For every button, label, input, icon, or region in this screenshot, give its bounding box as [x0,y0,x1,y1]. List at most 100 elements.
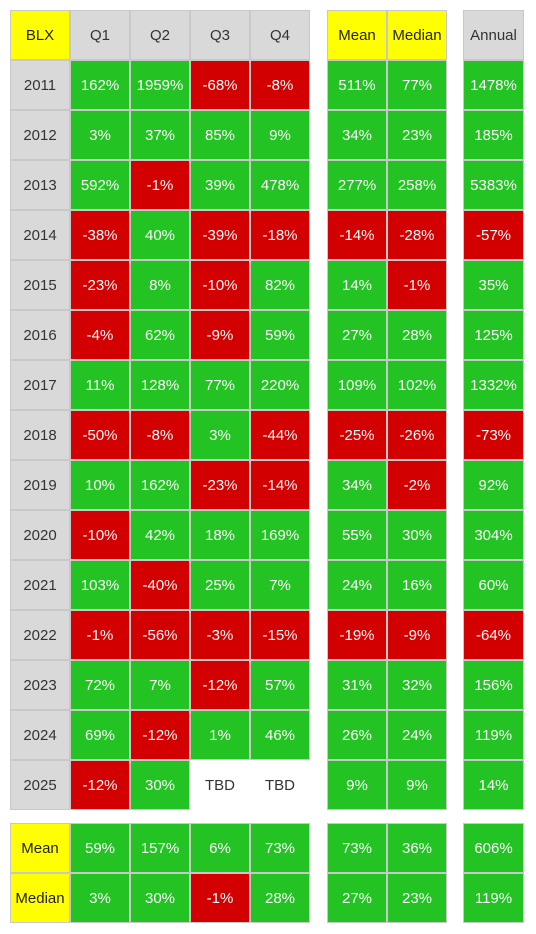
quarter-return-cell: 592% [70,160,130,210]
summary-annual-cell: 606% [463,823,524,873]
quarter-return-cell: 7% [130,660,190,710]
quarter-return-cell: -50% [70,410,130,460]
summary-quarter-cell: -1% [190,873,250,923]
quarter-return-cell: -18% [250,210,310,260]
annual-return-cell: -73% [463,410,524,460]
year-label: 2014 [10,210,70,260]
row-mean-cell: 26% [327,710,387,760]
summary-label: Mean [10,823,70,873]
summary-quarter-cell: 30% [130,873,190,923]
row-median-cell: 24% [387,710,447,760]
year-label: 2011 [10,60,70,110]
year-label: 2022 [10,610,70,660]
quarter-header: Q3 [190,10,250,60]
quarter-header: Q4 [250,10,310,60]
row-mean-cell: -25% [327,410,387,460]
quarter-return-cell: 1% [190,710,250,760]
quarter-return-cell: 11% [70,360,130,410]
quarter-return-cell: 162% [130,460,190,510]
quarter-return-cell: 128% [130,360,190,410]
annual-return-cell: 119% [463,710,524,760]
annual-return-cell: 156% [463,660,524,710]
annual-return-cell: 35% [463,260,524,310]
row-median-cell: 30% [387,510,447,560]
year-label: 2017 [10,360,70,410]
row-mean-cell: 511% [327,60,387,110]
quarter-return-cell: 37% [130,110,190,160]
quarter-return-cell: 82% [250,260,310,310]
row-mean-cell: 27% [327,310,387,360]
summary-mean-cell: 27% [327,873,387,923]
quarter-return-cell: 25% [190,560,250,610]
quarter-return-cell: 18% [190,510,250,560]
quarter-return-cell: -8% [250,60,310,110]
annual-return-cell: -57% [463,210,524,260]
quarter-return-cell: 103% [70,560,130,610]
row-median-cell: -28% [387,210,447,260]
summary-quarter-cell: 3% [70,873,130,923]
annual-return-cell: 125% [463,310,524,360]
year-label: 2018 [10,410,70,460]
quarter-return-cell: -12% [70,760,130,810]
quarter-return-cell: 220% [250,360,310,410]
quarter-return-cell: 3% [70,110,130,160]
quarter-return-cell: 85% [190,110,250,160]
quarter-return-cell: -10% [70,510,130,560]
annual-return-cell: 14% [463,760,524,810]
row-median-cell: 23% [387,110,447,160]
quarter-return-cell: -38% [70,210,130,260]
row-mean-cell: 24% [327,560,387,610]
quarter-return-cell: TBD [250,760,310,810]
stat-header: Mean [327,10,387,60]
quarter-return-cell: 46% [250,710,310,760]
quarter-return-cell: 30% [130,760,190,810]
row-mean-cell: 34% [327,460,387,510]
quarter-return-cell: -56% [130,610,190,660]
annual-header: Annual [463,10,524,60]
year-label: 2024 [10,710,70,760]
quarter-return-cell: 3% [190,410,250,460]
quarter-return-cell: -4% [70,310,130,360]
quarter-return-cell: 9% [250,110,310,160]
quarter-return-cell: 1959% [130,60,190,110]
quarter-return-cell: 77% [190,360,250,410]
row-median-cell: 28% [387,310,447,360]
quarter-return-cell: 40% [130,210,190,260]
quarter-return-cell: -9% [190,310,250,360]
quarter-return-cell: -12% [130,710,190,760]
year-label: 2021 [10,560,70,610]
quarter-return-cell: -68% [190,60,250,110]
quarter-return-cell: 478% [250,160,310,210]
summary-median-cell: 36% [387,823,447,873]
row-mean-cell: 277% [327,160,387,210]
quarter-header: Q2 [130,10,190,60]
annual-return-cell: 185% [463,110,524,160]
quarter-return-cell: -23% [190,460,250,510]
quarter-return-cell: -14% [250,460,310,510]
stat-header: Median [387,10,447,60]
row-mean-cell: 55% [327,510,387,560]
year-label: 2015 [10,260,70,310]
annual-return-cell: -64% [463,610,524,660]
row-mean-cell: 34% [327,110,387,160]
quarter-return-cell: 69% [70,710,130,760]
corner-ticker: BLX [10,10,70,60]
summary-label: Median [10,873,70,923]
quarter-return-cell: 59% [250,310,310,360]
row-mean-cell: -14% [327,210,387,260]
summary-quarter-cell: 157% [130,823,190,873]
year-label: 2013 [10,160,70,210]
quarter-return-cell: -3% [190,610,250,660]
quarter-return-cell: 169% [250,510,310,560]
annual-return-cell: 60% [463,560,524,610]
quarter-return-cell: -8% [130,410,190,460]
year-label: 2020 [10,510,70,560]
quarter-return-cell: -40% [130,560,190,610]
annual-return-cell: 304% [463,510,524,560]
row-median-cell: -1% [387,260,447,310]
quarter-return-cell: 162% [70,60,130,110]
quarter-return-cell: -15% [250,610,310,660]
year-label: 2023 [10,660,70,710]
quarter-return-cell: 39% [190,160,250,210]
quarter-header: Q1 [70,10,130,60]
